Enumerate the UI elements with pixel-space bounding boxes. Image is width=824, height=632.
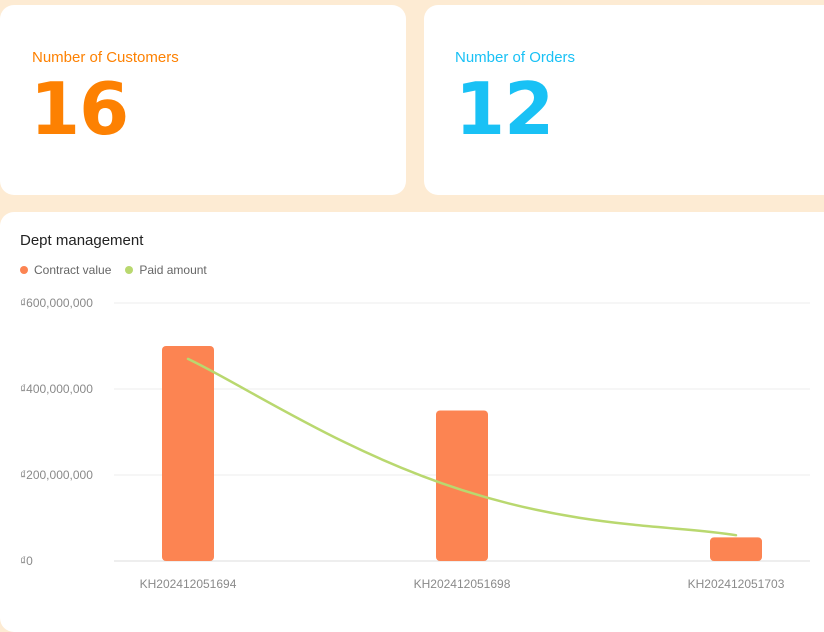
bar-contract-value [710,537,762,561]
orders-count: 12 [455,67,554,151]
orders-card: Number of Orders 12 [424,5,824,195]
legend-item-paid-amount[interactable]: Paid amount [125,263,207,277]
y-tick-label: ₫0 [20,554,33,568]
x-tick-label: KH202412051703 [688,577,785,591]
orders-label: Number of Orders [455,49,576,66]
chart-title: Dept management [20,232,144,249]
legend-label-contract-value: Contract value [34,263,112,277]
x-tick-label: KH202412051694 [140,577,237,591]
line-paid-amount [186,357,738,537]
customers-count: 16 [30,67,129,151]
y-tick-label: ₫200,000,000 [20,468,93,482]
bar-contract-value [436,410,488,561]
customers-label: Number of Customers [32,49,179,66]
bar-contract-value [162,346,214,561]
customers-card: Number of Customers 16 [0,5,406,195]
paid-amount-dot-icon [125,266,134,274]
chart-plot: ₫0 ₫200,000,000 ₫400,000,000 ₫600,000,000 KH… [20,296,810,591]
y-tick-label: ₫600,000,000 [20,296,93,310]
legend-label-paid-amount: Paid amount [139,263,207,277]
contract-value-dot-icon [20,266,28,274]
chart-legend: Contract value Paid amount [20,263,207,277]
y-tick-label: ₫400,000,000 [20,382,93,396]
dept-management-chart-card: Dept management Contract value Paid amou… [0,212,824,632]
x-tick-label: KH202412051698 [414,577,511,591]
legend-item-contract-value[interactable]: Contract value [20,263,111,277]
